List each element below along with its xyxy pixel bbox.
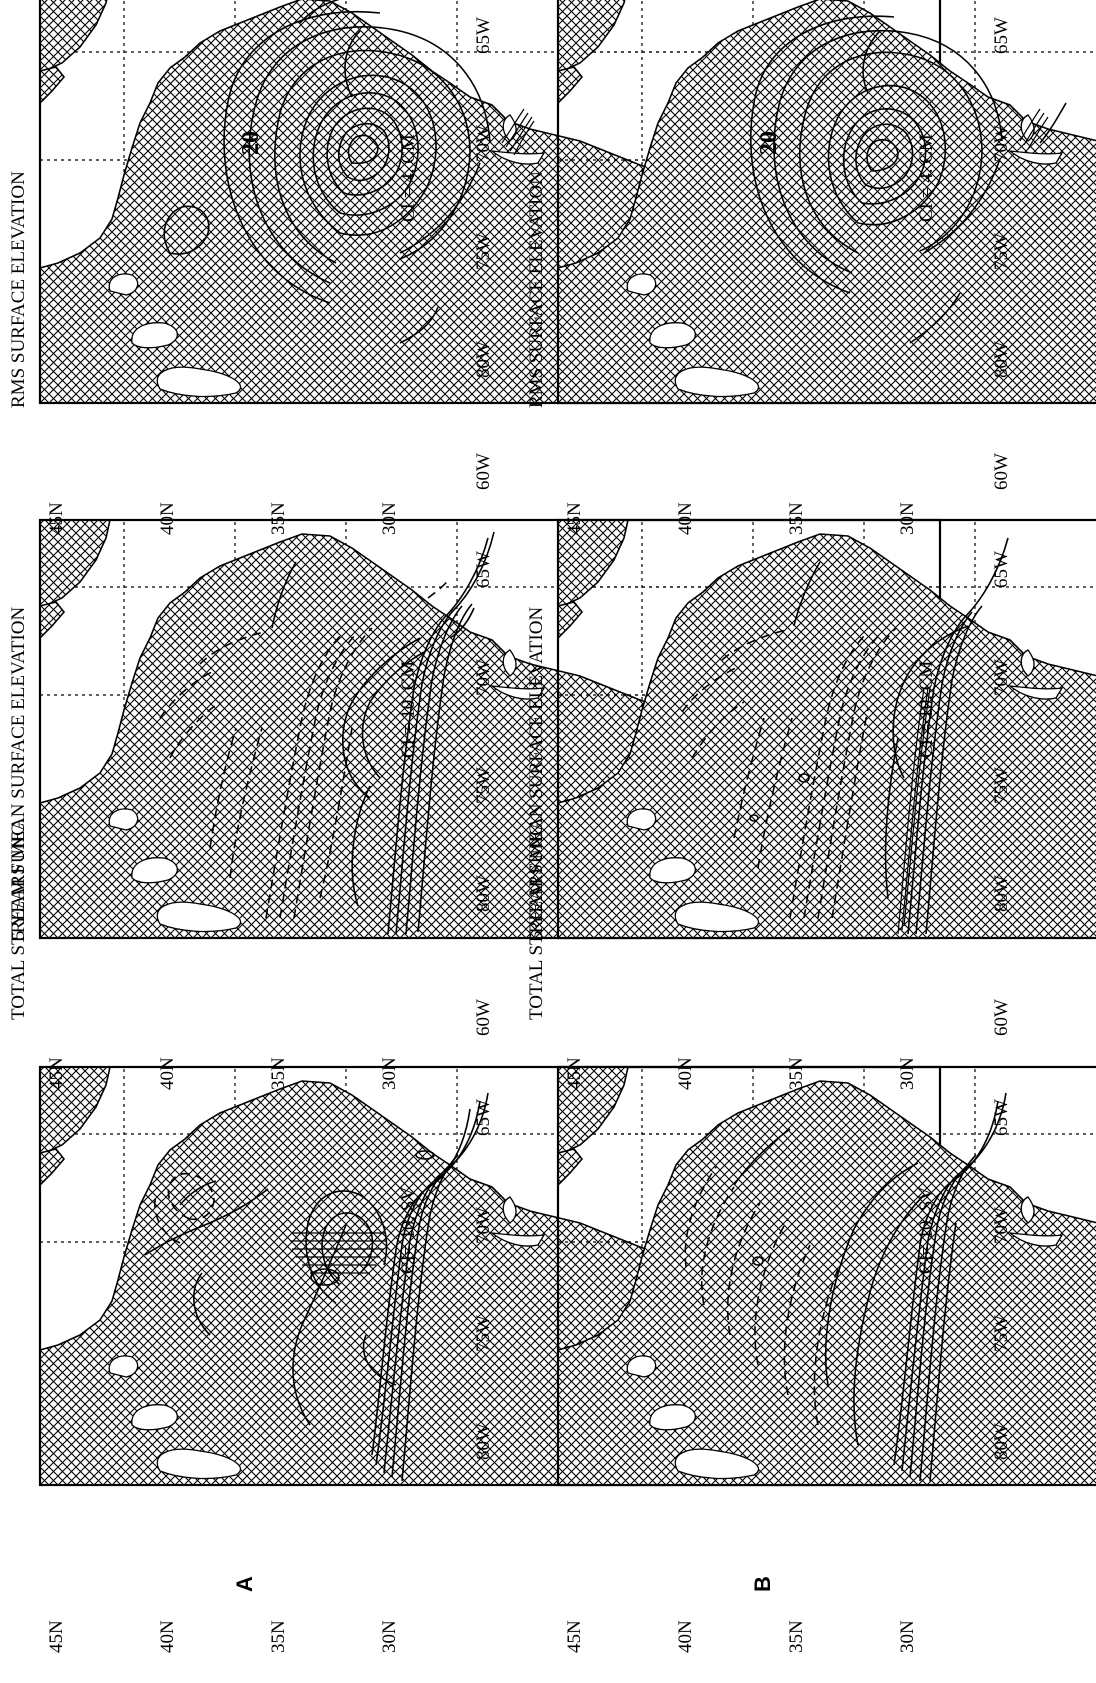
- map-frame: [38, 1065, 942, 1487]
- panel-title: 5 YEARS MEAN SURFACE ELEVATION: [8, 606, 29, 940]
- lon-label: 70W: [991, 1207, 1012, 1244]
- contour-value-label: 20: [238, 131, 264, 155]
- contour-interval-label: CI = 4. CM: [916, 134, 937, 222]
- lon-label: 70W: [991, 125, 1012, 162]
- lat-label: 40N: [675, 1620, 696, 1653]
- lat-label: 45N: [46, 1620, 67, 1653]
- map-panel-b1: 45N 40N 35N 30N TOTAL STREAM FUNC. 80W 7…: [526, 818, 1096, 1653]
- lon-label: 70W: [473, 659, 494, 696]
- lon-label: 80W: [991, 341, 1012, 378]
- lon-label: 60W: [473, 999, 494, 1036]
- contour-interval-label: CI = 4. CM: [398, 134, 419, 222]
- lon-label: 75W: [473, 767, 494, 804]
- map-panel-b3: 45N 40N 35N 30N RMS SURFACE ELEVATION 20…: [526, 0, 1096, 535]
- panel-label-a: A: [232, 1576, 257, 1592]
- lat-label: 35N: [268, 1620, 289, 1653]
- panel-label-b: B: [750, 1576, 775, 1592]
- lon-label: 75W: [473, 233, 494, 270]
- lat-label: 30N: [379, 1620, 400, 1653]
- lat-label: 35N: [786, 502, 807, 535]
- lon-label: 80W: [473, 341, 494, 378]
- lat-label: 45N: [564, 1620, 585, 1653]
- lat-label: 40N: [157, 502, 178, 535]
- contour-interval-label: CI= 10. SV: [916, 1186, 937, 1274]
- lon-label: 60W: [991, 453, 1012, 490]
- lat-label: 45N: [46, 1057, 67, 1090]
- lat-label: 45N: [564, 502, 585, 535]
- lon-label: 65W: [991, 551, 1012, 588]
- lon-label: 80W: [473, 875, 494, 912]
- lat-label: 35N: [786, 1620, 807, 1653]
- lat-label: 30N: [897, 1057, 918, 1090]
- lon-label: 60W: [991, 999, 1012, 1036]
- lon-label: 75W: [991, 767, 1012, 804]
- map-frame: [556, 1065, 1096, 1487]
- lon-label: 75W: [991, 1315, 1012, 1352]
- lon-label: 65W: [473, 17, 494, 54]
- lat-label: 30N: [379, 502, 400, 535]
- lat-label: 40N: [675, 1057, 696, 1090]
- lat-label: 35N: [268, 502, 289, 535]
- lat-label: 30N: [897, 502, 918, 535]
- lon-label: 70W: [473, 1207, 494, 1244]
- panel-title: TOTAL STREAM FUNC.: [8, 818, 29, 1020]
- lat-label: 45N: [564, 1057, 585, 1090]
- map-panel-a2: 45N 40N 35N 30N 5 YEARS MEAN SURFACE ELE…: [8, 453, 942, 1090]
- lat-label: 35N: [786, 1057, 807, 1090]
- map-panel-a1: 45N 40N 35N 30N TOTAL STREAM FUNC.: [8, 818, 942, 1653]
- lon-label: 65W: [473, 1099, 494, 1136]
- panel-title: RMS SURFACE ELEVATION: [8, 171, 29, 408]
- panel-title: RMS SURFACE ELEVATION: [526, 171, 547, 408]
- lon-label: 70W: [991, 659, 1012, 696]
- contour-interval-label: CI = 10. CM: [916, 661, 937, 758]
- lon-label: 65W: [473, 551, 494, 588]
- lat-label: 30N: [897, 1620, 918, 1653]
- lon-label: 80W: [473, 1423, 494, 1460]
- lon-label: 80W: [991, 875, 1012, 912]
- lat-label: 30N: [379, 1057, 400, 1090]
- lon-label: 65W: [991, 17, 1012, 54]
- lat-label: 40N: [675, 502, 696, 535]
- map-panel-b2: 45N 40N 35N 30N 5 YEARS MEAN SURFACE ELE…: [526, 453, 1096, 1090]
- lon-label: 70W: [473, 125, 494, 162]
- lat-label: 35N: [268, 1057, 289, 1090]
- map-frame: [556, 0, 1096, 405]
- map-frame: [556, 518, 1096, 940]
- lon-label: 75W: [991, 233, 1012, 270]
- lat-label: 40N: [157, 1057, 178, 1090]
- lon-label: 65W: [991, 1099, 1012, 1136]
- lon-label: 60W: [473, 453, 494, 490]
- panel-title: 5 YEARS MEAN SURFACE ELEVATION: [526, 606, 547, 940]
- contour-interval-label: CI = 10. CM: [398, 661, 419, 758]
- contour-interval-label: CI= 10. SV: [398, 1186, 419, 1274]
- lat-axis-labels: 45N 40N 35N 30N: [46, 1620, 400, 1653]
- lat-label: 45N: [46, 502, 67, 535]
- lat-label: 40N: [157, 1620, 178, 1653]
- panel-title: TOTAL STREAM FUNC.: [526, 818, 547, 1020]
- lon-label: 75W: [473, 1315, 494, 1352]
- contour-value-label: 20: [756, 131, 782, 155]
- lon-label: 80W: [991, 1423, 1012, 1460]
